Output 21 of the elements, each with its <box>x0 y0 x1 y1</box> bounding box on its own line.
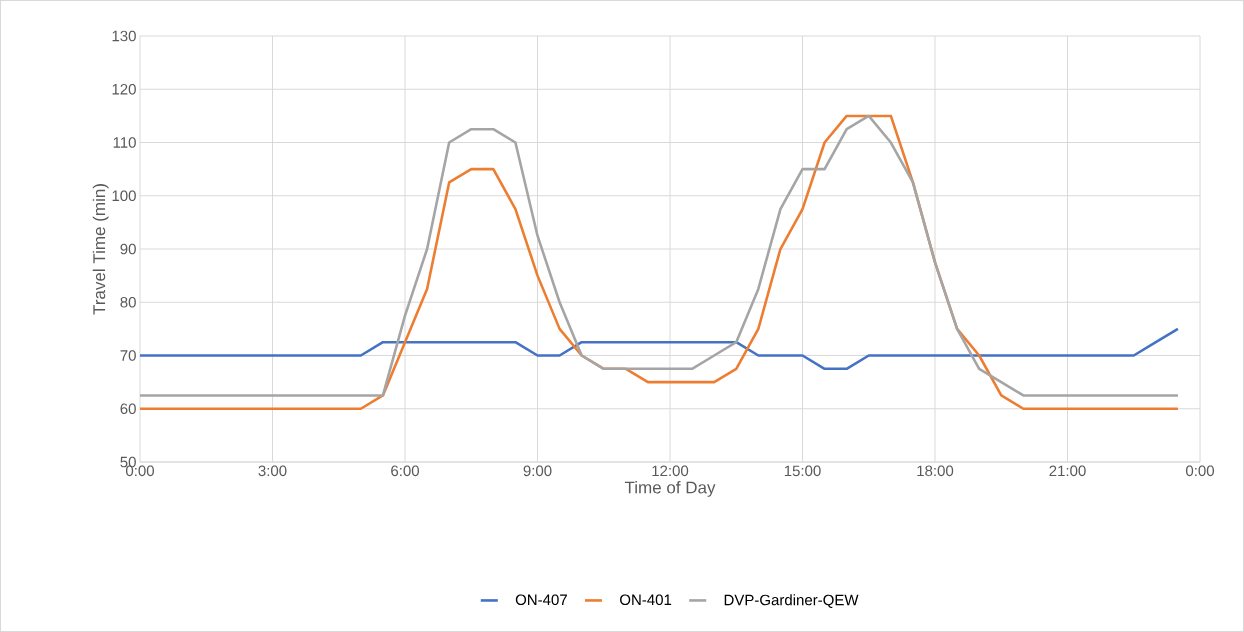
legend-label: DVP-Gardiner-QEW <box>724 594 859 608</box>
x-tick-label: 0:00 <box>1186 465 1215 477</box>
legend-label: ON-407 <box>515 594 567 606</box>
y-tick-label: 130 <box>112 30 136 42</box>
y-tick-label: 70 <box>120 350 136 361</box>
y-tick-label: 120 <box>112 83 136 95</box>
y-tick-label: 110 <box>113 137 136 148</box>
legend-label: ON-401 <box>620 594 672 606</box>
y-tick-label: 60 <box>120 403 136 415</box>
x-axis-title: Time of Day <box>624 481 716 497</box>
x-tick-label: 21:00 <box>1049 465 1086 477</box>
y-tick-label: 100 <box>112 190 136 202</box>
y-tick-label: 80 <box>120 296 136 308</box>
y-tick-label: 90 <box>120 243 136 255</box>
x-tick-label: 3:00 <box>258 465 287 477</box>
x-tick-label: 15:00 <box>784 465 821 477</box>
y-axis-title: Travel Time (min) <box>92 184 109 315</box>
x-tick-label: 9:00 <box>523 465 552 477</box>
x-tick-label: 6:00 <box>391 465 420 477</box>
x-tick-label: 12:00 <box>652 465 689 477</box>
x-tick-label: 18:00 <box>917 465 954 477</box>
